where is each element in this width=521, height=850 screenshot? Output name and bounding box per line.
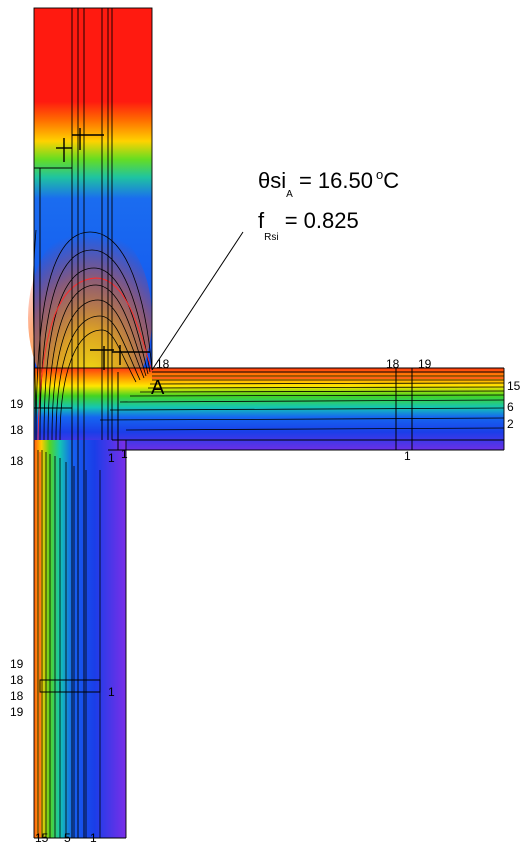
point-a-label: A	[151, 377, 165, 399]
f-symbol: f	[258, 208, 265, 233]
critical-isotherm	[37, 277, 504, 838]
label-1-low: 1	[108, 685, 115, 699]
label-19-low-a: 19	[10, 657, 24, 671]
label-2-right: 2	[507, 417, 514, 431]
theta-sub-a: A	[286, 189, 293, 200]
f-value: = 0.825	[284, 208, 359, 233]
theta-degree: o	[375, 167, 384, 182]
theta-annotation: θsiA = 16.50 oC	[258, 167, 400, 200]
point-a-leader	[151, 231, 244, 371]
theta-value: = 16.50	[298, 168, 373, 193]
anchor-symbols	[56, 128, 150, 370]
layer-boundaries	[33, 7, 505, 839]
label-5-bottom: 5	[64, 831, 71, 845]
label-18-low-a: 18	[10, 673, 24, 687]
label-1-bottom: 1	[90, 831, 97, 845]
f-sub-rsi: Rsi	[264, 232, 279, 243]
label-15-bottom: 15	[35, 831, 49, 845]
slab-markers	[39, 368, 413, 693]
theta-unit: C	[383, 168, 400, 193]
white-exterior-region	[126, 450, 521, 845]
label-19-low-b: 19	[10, 705, 24, 719]
isotherm-lines	[32, 229, 505, 838]
label-15-right: 15	[507, 379, 521, 393]
label-19-top: 19	[418, 357, 432, 371]
label-18-left-b: 18	[10, 454, 24, 468]
frsi-annotation: fRsi = 0.825	[258, 208, 359, 243]
theta-symbol: θ	[258, 168, 271, 193]
label-6-right: 6	[507, 400, 514, 414]
label-19-left: 19	[10, 397, 24, 411]
label-18-low-b: 18	[10, 689, 24, 703]
lower-wall-section	[34, 440, 126, 838]
label-18-top-b: 18	[386, 357, 400, 371]
label-1-corner-b: 1	[121, 447, 128, 461]
label-1-floor: 1	[404, 449, 411, 463]
label-18-top-a: 18	[156, 357, 170, 371]
label-18-left-a: 18	[10, 423, 24, 437]
label-1-corner-a: 1	[108, 451, 115, 465]
theta-sub-si: si	[270, 168, 287, 193]
